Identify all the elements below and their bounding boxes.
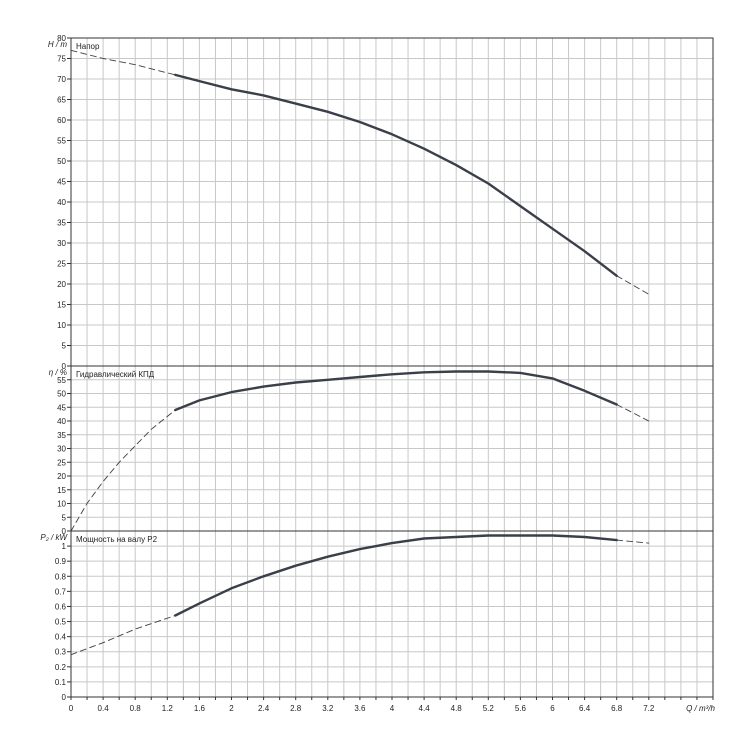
y-tick-label: 20 xyxy=(57,280,66,289)
y-tick-label: 0.9 xyxy=(55,557,67,566)
y-tick-label: 80 xyxy=(57,34,66,43)
x-tick-label: 3.6 xyxy=(354,704,366,713)
y-tick-label: 30 xyxy=(57,239,66,248)
x-axis-label: Q / m³/h xyxy=(686,704,715,713)
y-tick-label: 0.4 xyxy=(55,633,67,642)
panel-title: Гидравлический КПД xyxy=(76,370,155,379)
x-tick-label: 0.4 xyxy=(98,704,110,713)
y-tick-label: 0 xyxy=(62,362,67,371)
x-tick-label: 6 xyxy=(550,704,555,713)
y-tick-label: 65 xyxy=(57,96,66,105)
y-tick-label: 0 xyxy=(62,527,67,536)
y-tick-label: 0.1 xyxy=(55,678,67,687)
y-tick-label: 30 xyxy=(57,445,66,454)
curve-dashed xyxy=(616,539,650,544)
x-tick-label: 0 xyxy=(69,704,74,713)
y-tick-label: 15 xyxy=(57,486,66,495)
curve-solid xyxy=(174,370,618,412)
y-axis-label: η / % xyxy=(49,368,67,377)
y-tick-label: 45 xyxy=(57,403,66,412)
x-axis: 0 0.4 0.8 1.2 1.6 2 2.4 2.8 3.2 3.6 4 4.4 4.8 5.2 5.6 6… xyxy=(69,697,716,713)
x-tick-label: 5.2 xyxy=(483,704,495,713)
y-tick-label: 15 xyxy=(57,301,66,310)
y-tick-label: 0.8 xyxy=(55,572,67,581)
y-tick-label: 50 xyxy=(57,157,66,166)
x-tick-label: 4.4 xyxy=(419,704,431,713)
curve-dashed xyxy=(616,404,650,422)
y-tick-label: 60 xyxy=(57,116,66,125)
y-tick-label: 0 xyxy=(62,693,67,702)
y-tick-label: 10 xyxy=(57,321,66,330)
y-tick-label: 25 xyxy=(57,260,66,269)
y-axis-label: P₂ / kW xyxy=(40,533,68,542)
x-tick-label: 5.6 xyxy=(515,704,527,713)
y-tick-label: 20 xyxy=(57,472,66,481)
y-tick-label: 0.6 xyxy=(55,602,67,611)
y-tick-label: 0.5 xyxy=(55,618,67,627)
y-tick-label: 40 xyxy=(57,417,66,426)
y-tick-label: 35 xyxy=(57,431,66,440)
curve-dashed xyxy=(70,615,176,656)
panel-title: Мощность на валу P2 xyxy=(76,535,158,544)
curve-solid xyxy=(174,534,618,617)
x-tick-label: 4.8 xyxy=(451,704,463,713)
x-tick-label: 4 xyxy=(390,704,395,713)
y-tick-label: 70 xyxy=(57,75,66,84)
x-tick-label: 0.8 xyxy=(130,704,142,713)
panel-3: 0 0.1 0.2 0.3 0.4 0.5 0.6 0.7 0.8 0.9 1P₂ / kW Мощн… xyxy=(40,530,714,702)
panel-title: Напор xyxy=(76,42,100,51)
x-tick-label: 2.8 xyxy=(290,704,302,713)
x-tick-label: 1.2 xyxy=(162,704,174,713)
y-tick-label: 5 xyxy=(62,513,67,522)
y-tick-label: 40 xyxy=(57,198,66,207)
y-tick-label: 55 xyxy=(57,376,66,385)
y-tick-label: 35 xyxy=(57,219,66,228)
y-tick-label: 10 xyxy=(57,500,66,509)
y-tick-label: 55 xyxy=(57,137,66,146)
y-axis-label: H / m xyxy=(48,40,67,49)
y-tick-label: 25 xyxy=(57,458,66,467)
x-tick-label: 1.6 xyxy=(194,704,206,713)
y-tick-label: 45 xyxy=(57,178,66,187)
x-tick-label: 3.2 xyxy=(322,704,334,713)
y-tick-label: 0.3 xyxy=(55,648,67,657)
curve-dashed xyxy=(70,409,176,532)
y-tick-label: 1 xyxy=(62,542,67,551)
panel-2: 0 5 10 15 20 25 30 35 40 45 50 55η / % Гидравлически… xyxy=(49,365,714,536)
x-tick-label: 6.4 xyxy=(579,704,591,713)
y-tick-label: 0.7 xyxy=(55,587,67,596)
y-tick-label: 5 xyxy=(62,342,67,351)
x-tick-label: 6.8 xyxy=(611,704,623,713)
y-tick-label: 0.2 xyxy=(55,663,67,672)
x-tick-label: 2.4 xyxy=(258,704,270,713)
x-tick-label: 2 xyxy=(229,704,234,713)
x-tick-label: 7.2 xyxy=(643,704,655,713)
y-tick-label: 50 xyxy=(57,390,66,399)
vertical-grid xyxy=(70,38,714,697)
y-tick-label: 75 xyxy=(57,55,66,64)
curve-solid xyxy=(174,73,618,277)
curve-dashed xyxy=(616,275,650,295)
panel-1: 0 5 10 15 20 25 30 35 40 45 50 55 60 65 70 75 80H / m Нап… xyxy=(48,34,714,371)
